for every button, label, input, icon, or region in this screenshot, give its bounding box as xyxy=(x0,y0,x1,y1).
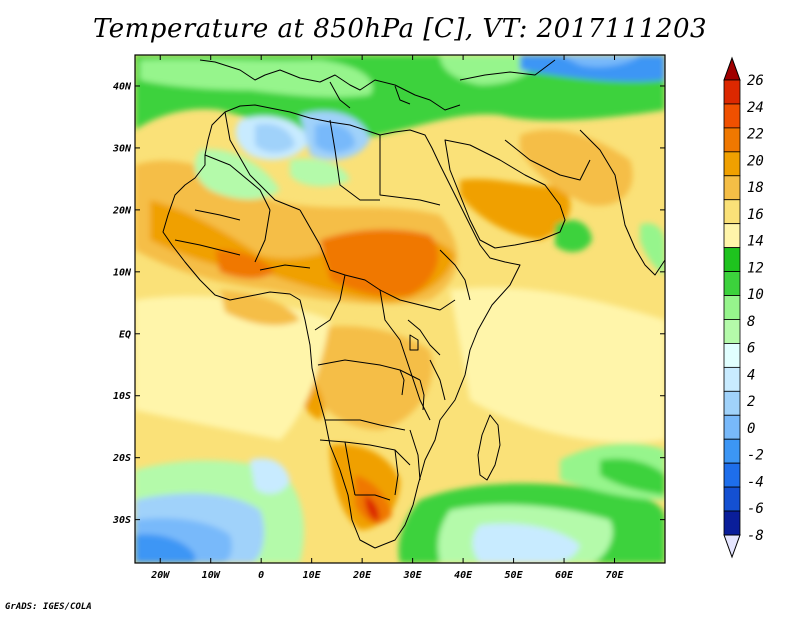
colorbar-arrow-top xyxy=(723,56,741,81)
lat-tick-label: 30N xyxy=(112,143,132,154)
colorbar-label: 22 xyxy=(747,127,764,143)
colorbar-box xyxy=(723,175,741,201)
colorbar-label: 24 xyxy=(747,100,764,116)
colorbar-label: 2 xyxy=(747,394,755,410)
lat-tick-label: 20N xyxy=(112,205,132,216)
credit-text: GrADS: IGES/COLA xyxy=(5,602,92,612)
colorbar-box xyxy=(723,103,741,129)
colorbar-box xyxy=(723,510,741,536)
colorbar-box xyxy=(723,223,741,249)
colorbar-label: 26 xyxy=(747,73,764,89)
lon-tick-label: 10E xyxy=(303,570,322,581)
colorbar-box xyxy=(723,343,741,368)
colorbar-label: -2 xyxy=(747,448,764,464)
colorbar-label: 20 xyxy=(747,153,764,169)
colorbar-box xyxy=(723,390,741,416)
lon-tick-label: 40E xyxy=(454,570,473,581)
lat-tick-label: 20S xyxy=(112,453,131,464)
colorbar-label: 0 xyxy=(747,421,755,437)
coastlines xyxy=(162,59,665,549)
lat-tick-label: 40N xyxy=(113,81,132,92)
colorbar-label: 6 xyxy=(747,341,755,357)
colorbar-box xyxy=(723,366,741,392)
colorbar-label: 14 xyxy=(747,234,764,250)
colorbar-label: -6 xyxy=(747,501,764,517)
colorbar-box xyxy=(723,414,741,440)
colorbar-box xyxy=(723,79,741,105)
map-axes: 20W 10W 0 10E 20E 30E 40E 50E 60E 70E 40N 30N 20N 10N… xyxy=(112,55,665,581)
lon-tick-label: 20E xyxy=(352,570,372,581)
colorbar-box xyxy=(723,271,741,296)
colorbar-label: 4 xyxy=(747,367,755,383)
colorbar-box xyxy=(723,247,741,272)
colorbar-label: -4 xyxy=(747,474,764,490)
colorbar-label: 8 xyxy=(747,314,755,330)
temperature-field xyxy=(135,55,665,563)
colorbar-box xyxy=(723,295,741,320)
lon-tick-label: 20W xyxy=(150,570,170,581)
lat-tick-label: 30S xyxy=(112,515,131,526)
chart-title: Temperature at 850hPa [C], VT: 201711120… xyxy=(92,14,708,44)
colorbar-box xyxy=(723,127,741,153)
lat-tick-label: 10S xyxy=(113,391,131,402)
colorbar-arrow-bottom xyxy=(723,534,741,559)
colorbar-box xyxy=(723,438,741,464)
colorbar-box xyxy=(723,151,741,177)
lon-tick-label: 70E xyxy=(605,570,624,581)
lat-tick-label: 10N xyxy=(113,267,132,278)
lon-tick-label: 30E xyxy=(403,570,423,581)
colorbar-box xyxy=(723,199,741,225)
colorbar-label: 12 xyxy=(747,260,764,276)
lat-tick-label: EQ xyxy=(119,329,131,340)
colorbar-box xyxy=(723,462,741,488)
lon-tick-label: 0 xyxy=(258,570,264,581)
colorbar-label: 10 xyxy=(747,287,764,303)
plot-frame xyxy=(134,54,666,564)
lon-tick-label: 50E xyxy=(505,570,524,581)
lon-tick-label: 10W xyxy=(202,570,221,581)
colorbar-label: 18 xyxy=(747,180,764,196)
colorbar-box xyxy=(723,319,741,344)
lon-tick-label: 60E xyxy=(555,570,574,581)
colorbar-label: -8 xyxy=(747,528,764,544)
colorbar-box xyxy=(723,486,741,512)
colorbar-label: 16 xyxy=(747,207,764,223)
